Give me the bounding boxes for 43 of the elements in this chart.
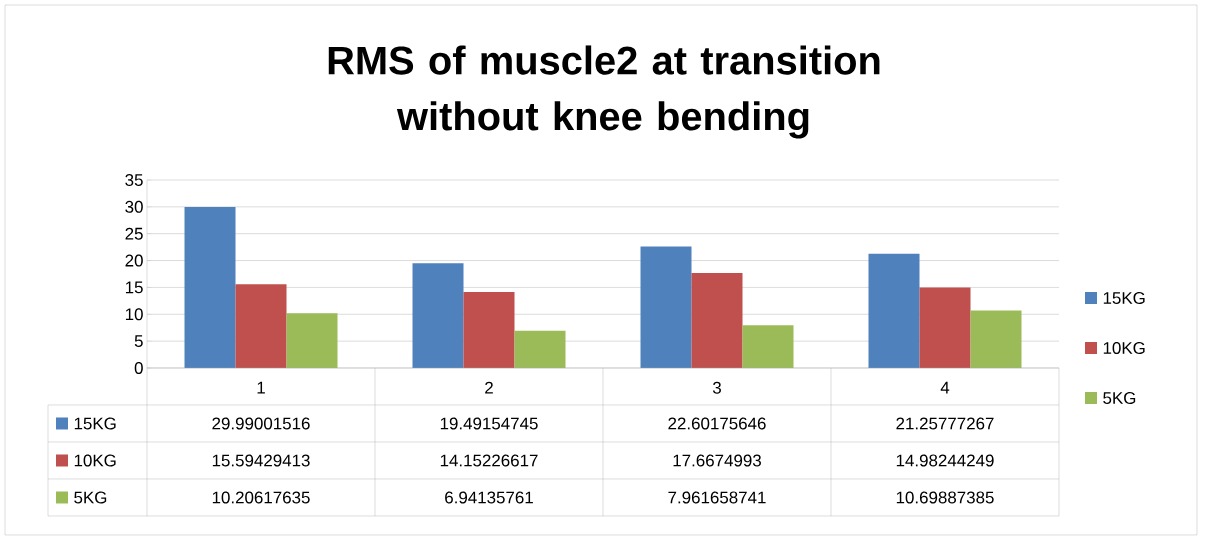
- legend-label: 15KG: [74, 417, 116, 430]
- bar: [640, 246, 692, 368]
- y-tick-label: 5: [134, 335, 143, 348]
- bar: [868, 253, 920, 368]
- x-tick-label: 1: [257, 381, 265, 394]
- data-label: 14.98244249: [896, 454, 994, 467]
- data-label: 10.69887385: [896, 491, 994, 504]
- bar: [463, 291, 515, 368]
- bar: [691, 273, 743, 368]
- y-tick-label: 10: [125, 308, 143, 321]
- y-tick-label: 0: [134, 361, 143, 374]
- data-label: 22.60175646: [668, 417, 766, 430]
- text: 15KG: [1103, 291, 1145, 304]
- data-label: 17.6674993: [673, 454, 761, 467]
- y-tick-label: 30: [125, 200, 143, 213]
- data-label: 21.25777267: [896, 417, 994, 430]
- legend-label: 10KG: [1103, 341, 1145, 354]
- chart-title: RMS of muscle2 at transition without knee bending: [328, 45, 880, 139]
- y-tick-label: 15: [125, 281, 143, 294]
- data-label: 14.15226617: [440, 454, 538, 467]
- bar: [235, 284, 287, 368]
- data-label: 29.99001516: [212, 417, 310, 430]
- bar: [919, 287, 971, 368]
- y-tick-label: 20: [125, 254, 143, 267]
- y-tick-label: 35: [125, 173, 143, 186]
- x-tick-label: 3: [712, 381, 721, 394]
- x-tick-label: 4: [940, 381, 950, 394]
- y-tick-label: 25: [125, 227, 143, 240]
- bar: [412, 263, 464, 368]
- bar: [742, 325, 794, 368]
- bar: [184, 206, 236, 368]
- data-label: 7.961658741: [668, 491, 766, 504]
- data-label: 6.94135761: [445, 491, 533, 504]
- text: 10KG: [74, 454, 116, 467]
- bar: [514, 330, 566, 368]
- data-label: 19.49154745: [440, 417, 538, 430]
- text: 5KG: [74, 491, 107, 504]
- x-tick-label: 2: [485, 381, 493, 394]
- bar: [970, 310, 1022, 368]
- bar: [286, 313, 338, 368]
- data-label: 10.20617635: [212, 491, 310, 504]
- legend-label: 5KG: [1103, 391, 1136, 404]
- data-label: 15.59429413: [212, 454, 310, 467]
